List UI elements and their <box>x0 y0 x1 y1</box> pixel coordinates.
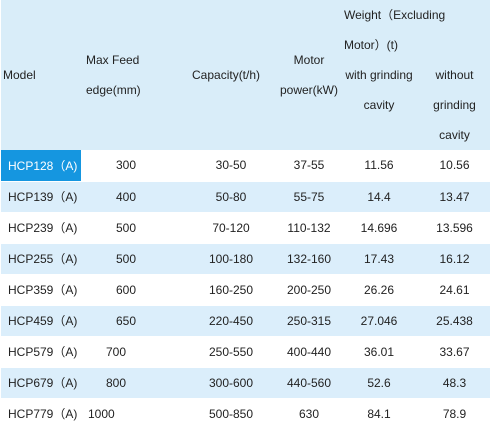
cell-weight-without-cavity: 78.9 <box>419 397 491 429</box>
cell-model: HCP579（A) <box>1 335 81 367</box>
header-model-label: Model <box>3 68 36 82</box>
cell-weight-without-cavity: 13.596 <box>419 211 491 243</box>
cell-weight-with-cavity: 27.046 <box>339 304 419 336</box>
cell-capacity: 30-50 <box>183 150 279 181</box>
cell-weight-with-cavity: 11.56 <box>339 150 419 181</box>
cell-weight-with-cavity: 26.26 <box>339 273 419 305</box>
cell-capacity: 50-80 <box>183 180 279 212</box>
header-model: Model <box>1 0 81 150</box>
cell-motor-power: 37-55 <box>279 150 339 181</box>
header-without-cavity-line1: without <box>435 68 474 82</box>
cell-capacity: 220-450 <box>183 304 279 336</box>
header-weight-line1: Weight（Excluding <box>344 8 446 22</box>
header-weight-line2: Motor）(t) <box>344 38 399 52</box>
cell-motor-power: 440-560 <box>279 366 339 398</box>
table-row[interactable]: HCP239（A) 500 70-120 110-132 14.696 13.5… <box>1 211 491 243</box>
cell-model: HCP255（A) <box>1 242 81 274</box>
header-with-cavity-line2: cavity <box>363 98 395 112</box>
cell-max-feed: 800 <box>81 366 183 398</box>
cell-capacity: 160-250 <box>183 273 279 305</box>
cell-weight-without-cavity: 13.47 <box>419 180 491 212</box>
cell-weight-with-cavity: 14.696 <box>339 211 419 243</box>
cell-weight-without-cavity: 16.12 <box>419 242 491 274</box>
cell-max-feed: 400 <box>81 180 183 212</box>
cell-weight-with-cavity: 84.1 <box>339 397 419 429</box>
cell-motor-power: 110-132 <box>279 211 339 243</box>
cell-weight-with-cavity: 14.4 <box>339 180 419 212</box>
cell-max-feed: 500 <box>81 242 183 274</box>
cell-model: HCP359（A) <box>1 273 81 305</box>
header-max-feed: Max Feed edge(mm) <box>81 0 183 150</box>
cell-weight-with-cavity: 52.6 <box>339 366 419 398</box>
cell-max-feed: 700 <box>81 335 183 367</box>
cell-weight-without-cavity: 48.3 <box>419 366 491 398</box>
cell-weight-without-cavity: 10.56 <box>419 150 491 181</box>
header-with-cavity: with grinding cavity <box>339 60 419 150</box>
table-row[interactable]: HCP128（A) 300 30-50 37-55 11.56 10.56 <box>1 150 491 181</box>
cell-model: HCP679（A) <box>1 366 81 398</box>
table-row[interactable]: HCP779（A) 1000 500-850 630 84.1 78.9 <box>1 397 491 429</box>
cell-motor-power: 55-75 <box>279 180 339 212</box>
header-without-cavity-line2: grinding <box>433 98 476 112</box>
cell-motor-power: 200-250 <box>279 273 339 305</box>
header-without-cavity: without grinding cavity <box>419 60 491 150</box>
cell-weight-without-cavity: 24.61 <box>419 273 491 305</box>
cell-motor-power: 630 <box>279 397 339 429</box>
header-capacity: Capacity(t/h) <box>183 0 279 150</box>
cell-model: HCP779（A) <box>1 397 81 429</box>
cell-model: HCP139（A) <box>1 180 81 212</box>
table-row[interactable]: HCP359（A) 600 160-250 200-250 26.26 24.6… <box>1 273 491 305</box>
cell-weight-with-cavity: 36.01 <box>339 335 419 367</box>
cell-weight-without-cavity: 33.67 <box>419 335 491 367</box>
header-motor-power-line1: Motor <box>293 53 325 67</box>
cell-model: HCP239（A) <box>1 211 81 243</box>
table-row[interactable]: HCP579（A) 700 250-550 400-440 36.01 33.6… <box>1 335 491 367</box>
cell-capacity: 300-600 <box>183 366 279 398</box>
table-row[interactable]: HCP255（A) 500 100-180 132-160 17.43 16.1… <box>1 242 491 274</box>
header-motor-power: Motor power(kW) <box>279 0 339 150</box>
header-capacity-label: Capacity(t/h) <box>192 68 261 82</box>
header-max-feed-line1: Max Feed <box>86 53 140 67</box>
cell-weight-without-cavity: 25.438 <box>419 304 491 336</box>
table-row[interactable]: HCP459（A) 650 220-450 250-315 27.046 25.… <box>1 304 491 336</box>
cell-motor-power: 250-315 <box>279 304 339 336</box>
header-motor-power-line2: power(kW) <box>279 83 338 97</box>
cell-capacity: 70-120 <box>183 211 279 243</box>
header-without-cavity-line3: cavity <box>439 128 470 142</box>
cell-capacity: 250-550 <box>183 335 279 367</box>
cell-max-feed: 1000 <box>81 397 183 429</box>
cell-capacity: 500-850 <box>183 397 279 429</box>
cell-model: HCP459（A) <box>1 304 81 336</box>
cell-capacity: 100-180 <box>183 242 279 274</box>
cell-weight-with-cavity: 17.43 <box>339 242 419 274</box>
header-max-feed-line2: edge(mm) <box>86 83 141 97</box>
cell-max-feed: 600 <box>81 273 183 305</box>
cell-max-feed: 300 <box>81 150 183 181</box>
cell-motor-power: 132-160 <box>279 242 339 274</box>
cell-model[interactable]: HCP128（A) <box>1 150 81 181</box>
cell-max-feed: 650 <box>81 304 183 336</box>
cell-motor-power: 400-440 <box>279 335 339 367</box>
header-weight: Weight（Excluding Motor）(t) <box>339 0 491 60</box>
table-row[interactable]: HCP139（A) 400 50-80 55-75 14.4 13.47 <box>1 180 491 212</box>
table-row[interactable]: HCP679（A) 800 300-600 440-560 52.6 48.3 <box>1 366 491 398</box>
header-with-cavity-line1: with grinding <box>345 68 413 82</box>
cell-max-feed: 500 <box>81 211 183 243</box>
